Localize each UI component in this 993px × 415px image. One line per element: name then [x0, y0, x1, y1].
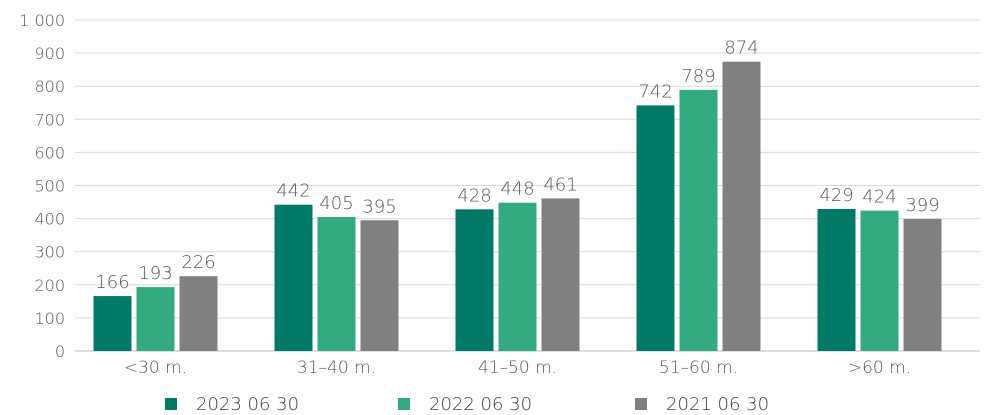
legend-swatch: [635, 398, 647, 410]
x-category-label: >60 m.: [848, 358, 911, 378]
y-tick-label: 100: [34, 309, 65, 328]
x-category-label: 51–60 m.: [659, 358, 738, 378]
x-category-label: <30 m.: [124, 358, 187, 378]
data-label: 461: [543, 174, 577, 195]
y-tick-label: 1 000: [19, 11, 65, 30]
bar: [860, 210, 899, 351]
bar: [636, 105, 675, 351]
data-label: 428: [457, 185, 491, 206]
y-tick-label: 400: [34, 210, 65, 229]
bar: [679, 89, 718, 351]
y-tick-label: 700: [34, 110, 65, 129]
bars: [93, 61, 942, 352]
legend-item: 2021 06 30: [635, 394, 769, 415]
bar: [722, 61, 761, 352]
bar: [903, 218, 942, 351]
x-axis-categories: <30 m. 31–40 m. 41–50 m. 51–60 m. >60 m.: [124, 358, 911, 378]
bar: [817, 209, 856, 351]
legend-label: 2022 06 30: [429, 394, 532, 415]
data-label: 442: [276, 181, 310, 202]
y-axis-ticks: 0 100 200 300 400 500 600 700 800 900 1 000: [19, 11, 65, 361]
data-label: 193: [138, 263, 172, 284]
bar: [93, 296, 132, 351]
data-label: 424: [862, 187, 896, 208]
bar: [360, 220, 399, 351]
legend-swatch: [398, 398, 410, 410]
y-tick-label: 0: [55, 342, 65, 361]
y-tick-label: 500: [34, 177, 65, 196]
legend-label: 2023 06 30: [196, 394, 299, 415]
data-label: 399: [905, 195, 939, 216]
data-labels: 166 193 226 442 405 395 428 448 461 742 789 874 429 4…: [95, 38, 939, 293]
legend: 2023 06 30 2022 06 30 2021 06 30: [165, 394, 769, 415]
data-label: 789: [681, 66, 715, 87]
bar: [455, 209, 494, 351]
data-label: 742: [638, 81, 672, 102]
bar: [179, 276, 218, 351]
bar: [541, 198, 580, 351]
bar: [317, 216, 356, 351]
legend-label: 2021 06 30: [666, 394, 769, 415]
data-label: 166: [95, 272, 129, 293]
data-label: 429: [819, 185, 853, 206]
y-tick-label: 300: [34, 243, 65, 262]
legend-swatch: [165, 398, 177, 410]
legend-item: 2023 06 30: [165, 394, 299, 415]
y-tick-label: 600: [34, 143, 65, 162]
data-label: 874: [724, 38, 758, 59]
data-label: 395: [362, 196, 396, 217]
y-tick-label: 800: [34, 77, 65, 96]
data-label: 405: [319, 193, 353, 214]
bar: [136, 287, 175, 351]
data-label: 448: [500, 179, 534, 200]
x-category-label: 31–40 m.: [297, 358, 376, 378]
data-label: 226: [181, 252, 215, 273]
bar: [498, 202, 537, 351]
x-category-label: 41–50 m.: [478, 358, 557, 378]
legend-item: 2022 06 30: [398, 394, 532, 415]
y-tick-label: 200: [34, 276, 65, 295]
y-tick-label: 900: [34, 44, 65, 63]
bar: [274, 204, 313, 351]
